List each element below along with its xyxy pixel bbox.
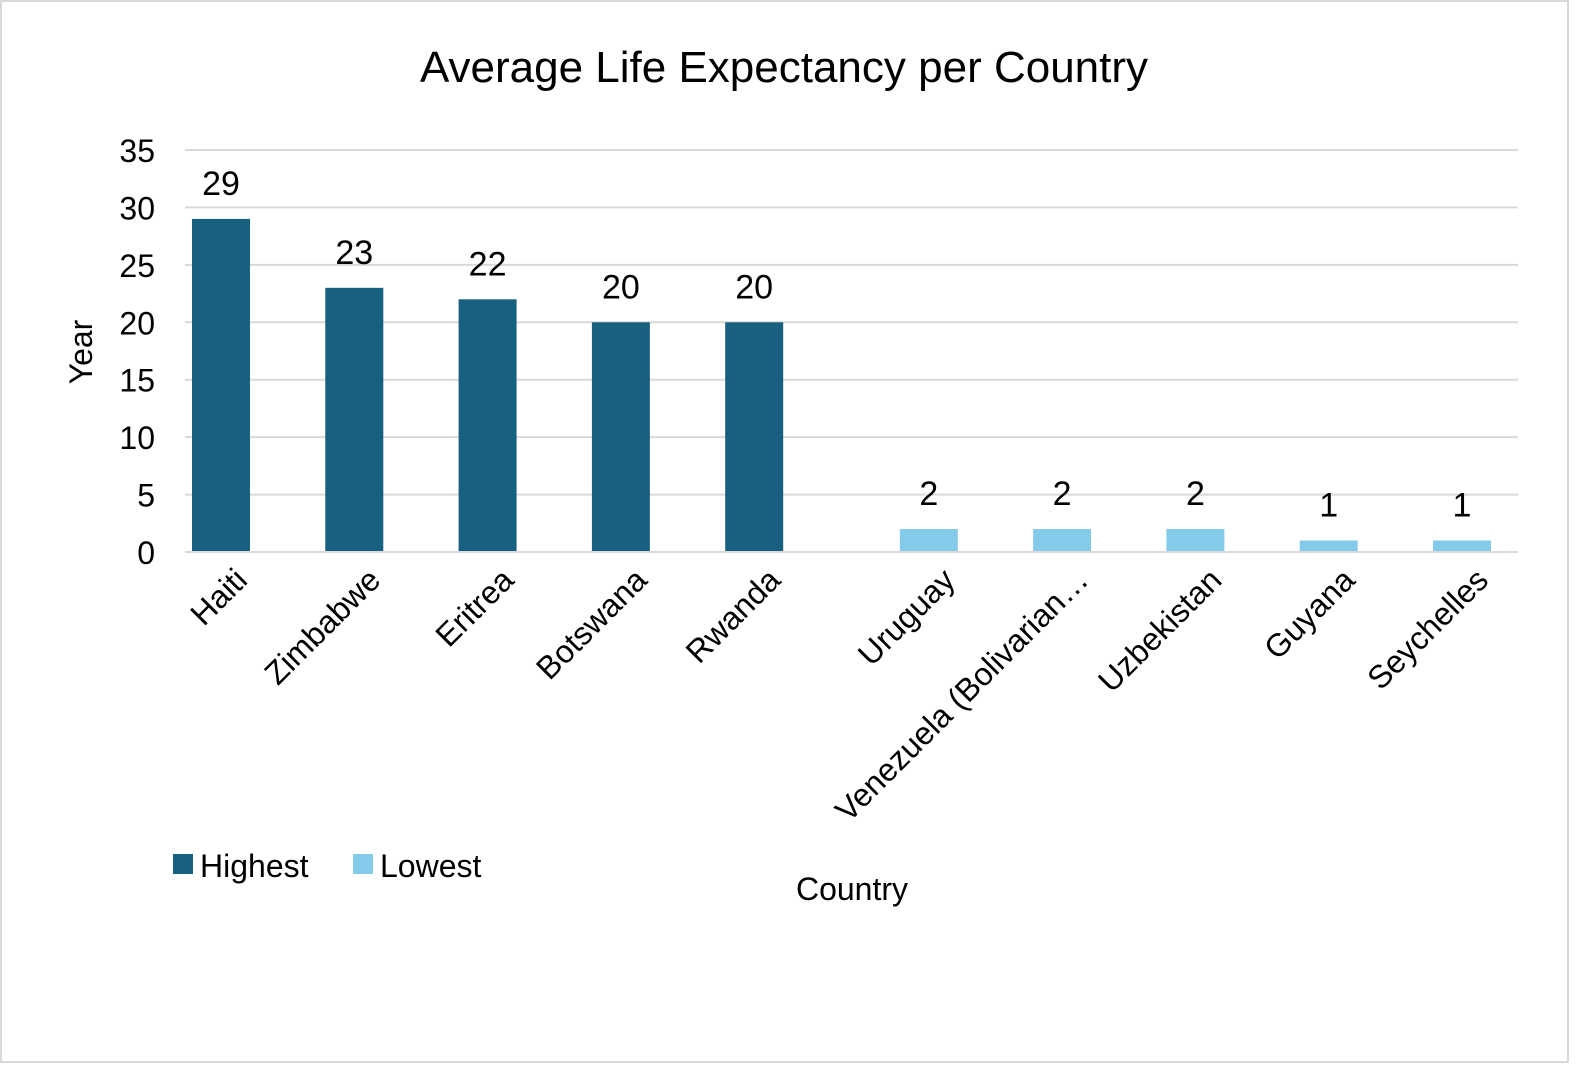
y-tick-label: 30 bbox=[119, 190, 155, 226]
y-tick-label: 10 bbox=[119, 420, 155, 456]
y-tick-label: 35 bbox=[119, 133, 155, 169]
x-tick-label: Venezuela (Bolivarian… bbox=[828, 561, 1095, 828]
gridlines bbox=[185, 149, 1518, 496]
bar bbox=[1166, 529, 1225, 552]
legend-label: Highest bbox=[200, 848, 309, 884]
bar bbox=[899, 529, 958, 552]
data-label: 22 bbox=[469, 245, 507, 283]
x-tick-label: Uzbekistan bbox=[1091, 561, 1228, 698]
y-tick-label: 0 bbox=[137, 535, 155, 571]
x-tick-label: Guyana bbox=[1257, 561, 1362, 666]
bar bbox=[725, 322, 784, 552]
data-label: 1 bbox=[1319, 487, 1338, 525]
x-tick-label: Zimbabwe bbox=[257, 561, 387, 691]
data-label: 29 bbox=[202, 165, 240, 203]
data-label: 2 bbox=[1186, 475, 1205, 513]
x-tick-label: Uruguay bbox=[851, 561, 962, 672]
x-axis-label: Country bbox=[796, 871, 908, 907]
x-tick-label: Rwanda bbox=[679, 561, 788, 670]
data-label: 2 bbox=[919, 475, 938, 513]
y-tick-label: 5 bbox=[137, 478, 155, 514]
data-label: 23 bbox=[335, 234, 373, 272]
x-axis-ticks: Haiti Zimbabwe Eritrea Botswana Rwanda Urugua… bbox=[183, 561, 1495, 828]
legend-swatch bbox=[173, 854, 193, 874]
x-tick-label: Seychelles bbox=[1360, 561, 1495, 696]
bar bbox=[591, 322, 650, 552]
data-label: 1 bbox=[1453, 487, 1472, 525]
bar bbox=[1033, 529, 1092, 552]
bars bbox=[191, 218, 1492, 552]
bar bbox=[1299, 540, 1358, 552]
legend-label: Lowest bbox=[380, 848, 482, 884]
y-axis-label: Year bbox=[63, 319, 99, 384]
data-label: 20 bbox=[602, 268, 640, 306]
legend: Highest Lowest bbox=[173, 848, 482, 884]
data-label: 2 bbox=[1053, 475, 1072, 513]
legend-swatch bbox=[353, 854, 373, 874]
y-tick-label: 20 bbox=[119, 305, 155, 341]
bar bbox=[458, 299, 517, 552]
x-tick-label: Haiti bbox=[183, 561, 254, 632]
x-tick-label: Botswana bbox=[529, 561, 654, 686]
data-label: 20 bbox=[735, 268, 773, 306]
y-tick-label: 25 bbox=[119, 248, 155, 284]
bar bbox=[191, 218, 250, 552]
y-tick-label: 15 bbox=[119, 363, 155, 399]
bar bbox=[325, 287, 384, 552]
y-axis-ticks: 0 5 10 15 20 25 30 35 bbox=[119, 133, 155, 571]
bar bbox=[1433, 540, 1492, 552]
x-tick-label: Eritrea bbox=[428, 561, 520, 653]
chart-title: Average Life Expectancy per Country bbox=[420, 43, 1148, 92]
